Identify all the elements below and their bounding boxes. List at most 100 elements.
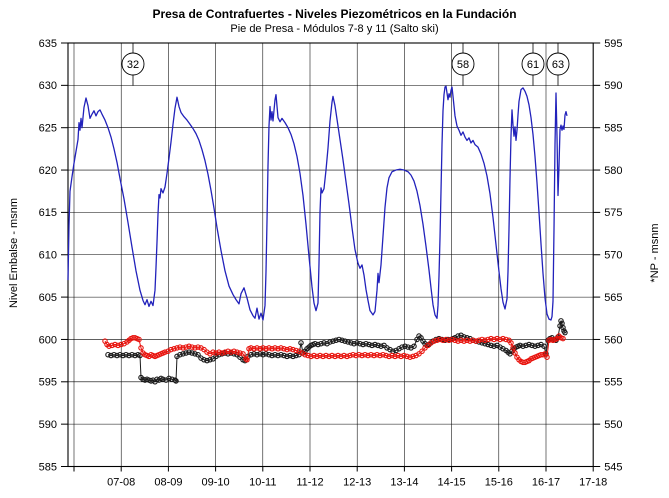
marker-piezometro_negro bbox=[123, 351, 129, 358]
marker-piezometro_rojo bbox=[491, 336, 497, 343]
x-tick-label: 11-12 bbox=[296, 477, 323, 489]
x-tick-label: 14-15 bbox=[438, 477, 466, 489]
marker-piezometro_negro bbox=[207, 357, 213, 363]
marker-piezometro_rojo bbox=[362, 351, 368, 358]
marker-piezometro_negro bbox=[357, 340, 363, 347]
marker-piezometro_rojo bbox=[213, 350, 219, 356]
marker-piezometro_negro bbox=[298, 340, 304, 346]
annotation-circle bbox=[451, 52, 475, 76]
marker-piezometro_rojo bbox=[544, 354, 550, 360]
marker-piezometro_negro bbox=[351, 340, 357, 347]
marker-piezometro_rojo bbox=[497, 336, 503, 343]
chart-title: Presa de Contrafuertes - Niveles Piezomé… bbox=[152, 7, 517, 21]
marker-piezometro_negro bbox=[372, 341, 378, 348]
marker-piezometro_rojo bbox=[237, 350, 243, 356]
marker-piezometro_negro bbox=[254, 351, 260, 358]
right-tick-label: 560 bbox=[604, 334, 622, 346]
marker-piezometro_rojo bbox=[440, 337, 446, 344]
right-tick-label: 580 bbox=[604, 165, 622, 177]
marker-piezometro_rojo bbox=[302, 351, 308, 358]
marker-piezometro_rojo bbox=[347, 352, 353, 359]
annotation-label: 32 bbox=[127, 59, 139, 71]
x-tick-label: 09-10 bbox=[202, 477, 230, 489]
x-tick-label: 13-14 bbox=[390, 477, 418, 489]
marker-piezometro_rojo bbox=[431, 338, 437, 344]
marker-piezometro_negro bbox=[281, 352, 287, 359]
marker-piezometro_rojo bbox=[240, 351, 246, 357]
marker-piezometro_negro bbox=[260, 351, 266, 358]
series-nivel_embalse bbox=[67, 85, 568, 321]
marker-piezometro_rojo bbox=[380, 351, 386, 358]
marker-piezometro_rojo bbox=[500, 335, 506, 342]
marker-piezometro_rojo bbox=[383, 352, 389, 359]
marker-piezometro_negro bbox=[529, 342, 535, 349]
marker-piezometro_negro bbox=[532, 343, 538, 349]
marker-piezometro_rojo bbox=[389, 352, 395, 359]
marker-piezometro_rojo bbox=[488, 335, 494, 342]
marker-piezometro_negro bbox=[491, 343, 497, 349]
marker-piezometro_negro bbox=[405, 344, 411, 350]
marker-piezometro_rojo bbox=[216, 349, 222, 355]
marker-piezometro_rojo bbox=[278, 345, 284, 351]
marker-piezometro_negro bbox=[315, 341, 321, 348]
marker-piezometro_negro bbox=[284, 353, 290, 360]
marker-piezometro_rojo bbox=[353, 352, 359, 359]
marker-piezometro_negro bbox=[455, 333, 461, 339]
marker-piezometro_negro bbox=[129, 351, 135, 358]
marker-piezometro_rojo bbox=[446, 337, 452, 344]
annotation-label: 63 bbox=[552, 59, 564, 71]
left-tick-label: 595 bbox=[39, 377, 57, 389]
marker-piezometro_negro bbox=[327, 339, 333, 345]
marker-piezometro_rojo bbox=[320, 353, 326, 360]
marker-piezometro_rojo bbox=[452, 337, 458, 344]
marker-piezometro_negro bbox=[375, 342, 381, 349]
marker-piezometro_rojo bbox=[225, 348, 231, 355]
marker-piezometro_negro bbox=[108, 352, 114, 359]
marker-piezometro_negro bbox=[120, 352, 126, 359]
chart-subtitle: Pie de Presa - Módulos 7-8 y 11 (Salto s… bbox=[230, 23, 439, 35]
left-tick-label: 600 bbox=[39, 334, 57, 346]
marker-piezometro_rojo bbox=[275, 346, 281, 352]
marker-piezometro_negro bbox=[201, 357, 207, 363]
marker-piezometro_negro bbox=[186, 349, 192, 355]
marker-piezometro_rojo bbox=[180, 345, 186, 351]
marker-piezometro_negro bbox=[160, 376, 166, 383]
marker-piezometro_negro bbox=[369, 342, 375, 349]
right-tick-label: 585 bbox=[604, 123, 622, 135]
annotation-label: 61 bbox=[527, 59, 539, 71]
marker-piezometro_rojo bbox=[115, 342, 121, 349]
marker-piezometro_rojo bbox=[419, 348, 425, 355]
marker-piezometro_rojo bbox=[248, 345, 254, 351]
axis-tick-labels: 585 590 595 600 605 610 615 620 625 630 635 545 550 5… bbox=[39, 38, 623, 489]
marker-piezometro_rojo bbox=[326, 353, 332, 360]
marker-piezometro_rojo bbox=[407, 354, 413, 360]
marker-piezometro_rojo bbox=[263, 346, 269, 352]
marker-piezometro_negro bbox=[363, 340, 369, 347]
marker-piezometro_rojo bbox=[308, 353, 314, 360]
marker-piezometro_rojo bbox=[350, 351, 356, 358]
right-tick-label: 565 bbox=[604, 292, 622, 304]
marker-piezometro_rojo bbox=[494, 335, 500, 342]
marker-piezometro_rojo bbox=[162, 349, 168, 355]
marker-piezometro_rojo bbox=[374, 351, 380, 358]
marker-piezometro_rojo bbox=[332, 353, 338, 360]
marker-piezometro_negro bbox=[195, 351, 201, 358]
marker-piezometro_negro bbox=[275, 352, 281, 359]
gridlines bbox=[68, 43, 594, 467]
right-tick-label: 590 bbox=[604, 80, 622, 92]
marker-piezometro_negro bbox=[558, 318, 564, 324]
marker-piezometro_rojo bbox=[560, 335, 566, 342]
left-tick-label: 635 bbox=[39, 38, 57, 50]
marker-piezometro_rojo bbox=[106, 343, 112, 349]
marker-piezometro_rojo bbox=[386, 353, 392, 360]
marker-piezometro_rojo bbox=[243, 356, 249, 362]
marker-piezometro_rojo bbox=[401, 352, 407, 359]
marker-piezometro_negro bbox=[520, 343, 526, 349]
marker-piezometro_rojo bbox=[244, 357, 250, 363]
marker-piezometro_rojo bbox=[234, 349, 240, 355]
marker-piezometro_negro bbox=[132, 352, 138, 359]
marker-piezometro_rojo bbox=[503, 336, 509, 343]
annotation-63: 63 bbox=[546, 43, 570, 86]
marker-piezometro_rojo bbox=[136, 336, 142, 343]
